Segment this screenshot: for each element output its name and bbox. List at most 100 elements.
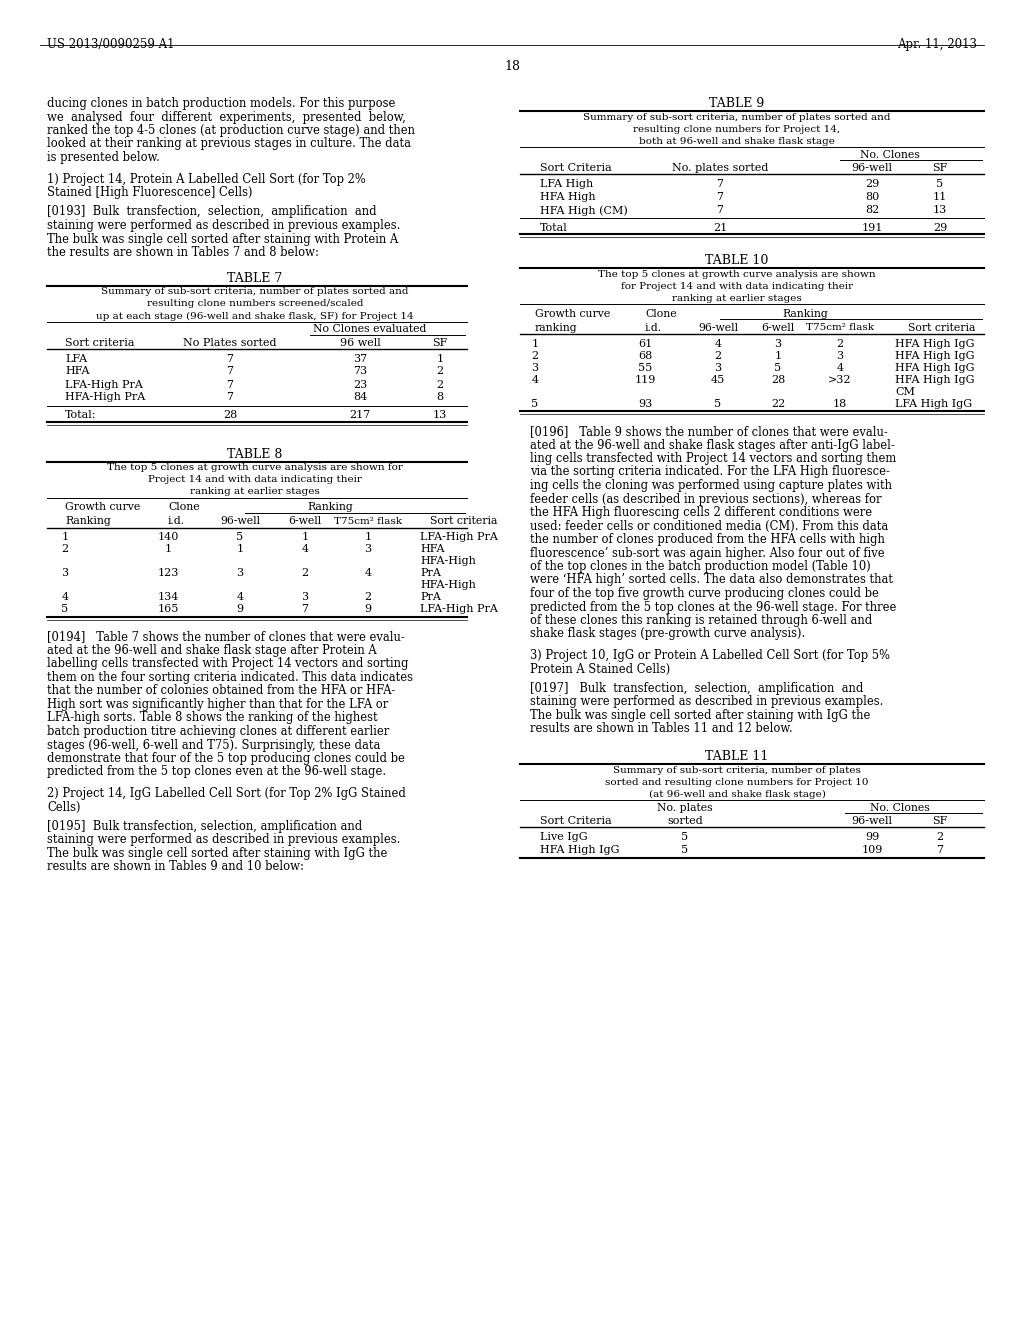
Text: 6-well: 6-well (762, 323, 795, 333)
Text: demonstrate that four of the 5 top producing clones could be: demonstrate that four of the 5 top produ… (47, 752, 404, 766)
Text: 7: 7 (226, 392, 233, 403)
Text: 2: 2 (936, 832, 943, 842)
Text: 1: 1 (165, 544, 172, 554)
Text: labelling cells transfected with Project 14 vectors and sorting: labelling cells transfected with Project… (47, 657, 409, 671)
Text: 7: 7 (717, 191, 724, 202)
Text: up at each stage (96-well and shake flask, SF) for Project 14: up at each stage (96-well and shake flas… (96, 312, 414, 321)
Text: 7: 7 (226, 354, 233, 363)
Text: 4: 4 (715, 339, 722, 348)
Text: 96-well: 96-well (852, 816, 893, 826)
Text: 165: 165 (158, 605, 178, 615)
Text: i.d.: i.d. (168, 516, 185, 527)
Text: ranking: ranking (535, 323, 578, 333)
Text: resulting clone numbers for Project 14,: resulting clone numbers for Project 14, (634, 125, 841, 135)
Text: Ranking: Ranking (65, 516, 111, 527)
Text: ranked the top 4-5 clones (at production curve stage) and then: ranked the top 4-5 clones (at production… (47, 124, 415, 137)
Text: 2: 2 (301, 569, 308, 578)
Text: stages (96-well, 6-well and T75). Surprisingly, these data: stages (96-well, 6-well and T75). Surpri… (47, 738, 380, 751)
Text: HFA High IgG: HFA High IgG (540, 845, 620, 855)
Text: 4: 4 (531, 375, 539, 385)
Text: 1: 1 (237, 544, 244, 554)
Text: 1) Project 14, Protein A Labelled Cell Sort (for Top 2%: 1) Project 14, Protein A Labelled Cell S… (47, 173, 366, 186)
Text: US 2013/0090259 A1: US 2013/0090259 A1 (47, 38, 174, 51)
Text: SF: SF (932, 162, 947, 173)
Text: 1: 1 (301, 532, 308, 543)
Text: 5: 5 (774, 363, 781, 374)
Text: Live IgG: Live IgG (540, 832, 588, 842)
Text: 3: 3 (237, 569, 244, 578)
Text: No. Clones: No. Clones (870, 803, 930, 813)
Text: (at 96-well and shake flask stage): (at 96-well and shake flask stage) (648, 789, 825, 799)
Text: 68: 68 (638, 351, 652, 360)
Text: 23: 23 (353, 380, 368, 389)
Text: 45: 45 (711, 375, 725, 385)
Text: HFA High IgG: HFA High IgG (895, 339, 975, 348)
Text: 18: 18 (504, 59, 520, 73)
Text: 3: 3 (531, 363, 539, 374)
Text: 7: 7 (301, 605, 308, 615)
Text: TABLE 8: TABLE 8 (227, 447, 283, 461)
Text: 4: 4 (237, 593, 244, 602)
Text: TABLE 7: TABLE 7 (227, 272, 283, 285)
Text: results are shown in Tables 11 and 12 below.: results are shown in Tables 11 and 12 be… (530, 722, 793, 735)
Text: 96-well: 96-well (852, 162, 893, 173)
Text: 9: 9 (237, 605, 244, 615)
Text: predicted from the 5 top clones even at the 96-well stage.: predicted from the 5 top clones even at … (47, 766, 386, 779)
Text: LFA-High PrA: LFA-High PrA (420, 605, 498, 615)
Text: looked at their ranking at previous stages in culture. The data: looked at their ranking at previous stag… (47, 137, 411, 150)
Text: Growth curve: Growth curve (535, 309, 610, 319)
Text: The bulk was single cell sorted after staining with IgG the: The bulk was single cell sorted after st… (47, 847, 387, 861)
Text: Clone: Clone (168, 503, 200, 512)
Text: >32: >32 (828, 375, 852, 385)
Text: HFA High: HFA High (540, 191, 596, 202)
Text: 2: 2 (531, 351, 539, 360)
Text: 5: 5 (715, 399, 722, 409)
Text: 109: 109 (861, 845, 883, 855)
Text: 73: 73 (353, 367, 367, 376)
Text: 7: 7 (226, 367, 233, 376)
Text: 5: 5 (61, 605, 69, 615)
Text: Ranking: Ranking (782, 309, 827, 319)
Text: 82: 82 (865, 205, 880, 215)
Text: SF: SF (932, 816, 947, 826)
Text: 5: 5 (237, 532, 244, 543)
Text: [0195]  Bulk transfection, selection, amplification and: [0195] Bulk transfection, selection, amp… (47, 820, 362, 833)
Text: 22: 22 (771, 399, 785, 409)
Text: Stained [High Fluorescence] Cells): Stained [High Fluorescence] Cells) (47, 186, 253, 199)
Text: Total: Total (540, 223, 567, 234)
Text: Sort criteria: Sort criteria (430, 516, 498, 527)
Text: [0193]  Bulk  transfection,  selection,  amplification  and: [0193] Bulk transfection, selection, amp… (47, 206, 377, 219)
Text: staining were performed as described in previous examples.: staining were performed as described in … (530, 696, 884, 709)
Text: sorted and resulting clone numbers for Project 10: sorted and resulting clone numbers for P… (605, 777, 868, 787)
Text: 7: 7 (717, 205, 724, 215)
Text: is presented below.: is presented below. (47, 150, 160, 164)
Text: 29: 29 (933, 223, 947, 234)
Text: T75cm² flask: T75cm² flask (334, 516, 402, 525)
Text: Sort criteria: Sort criteria (65, 338, 134, 347)
Text: Summary of sub-sort criteria, number of plates: Summary of sub-sort criteria, number of … (613, 766, 861, 775)
Text: shake flask stages (pre-growth curve analysis).: shake flask stages (pre-growth curve ana… (530, 627, 805, 640)
Text: Clone: Clone (645, 309, 677, 319)
Text: 4: 4 (365, 569, 372, 578)
Text: both at 96-well and shake flask stage: both at 96-well and shake flask stage (639, 137, 835, 147)
Text: 6-well: 6-well (289, 516, 322, 527)
Text: 8: 8 (436, 392, 443, 403)
Text: HFA: HFA (65, 367, 89, 376)
Text: No. plates: No. plates (657, 803, 713, 813)
Text: 5: 5 (936, 180, 943, 189)
Text: ated at the 96-well and shake flask stage after Protein A: ated at the 96-well and shake flask stag… (47, 644, 377, 657)
Text: 80: 80 (865, 191, 880, 202)
Text: 2: 2 (436, 380, 443, 389)
Text: 93: 93 (638, 399, 652, 409)
Text: Protein A Stained Cells): Protein A Stained Cells) (530, 663, 671, 676)
Text: 2: 2 (436, 367, 443, 376)
Text: 4: 4 (301, 544, 308, 554)
Text: LFA High: LFA High (540, 180, 593, 189)
Text: LFA-High PrA: LFA-High PrA (420, 532, 498, 543)
Text: TABLE 11: TABLE 11 (706, 750, 769, 763)
Text: 7: 7 (937, 845, 943, 855)
Text: the HFA High fluorescing cells 2 different conditions were: the HFA High fluorescing cells 2 differe… (530, 506, 872, 519)
Text: No. Clones: No. Clones (860, 150, 920, 160)
Text: [0196]   Table 9 shows the number of clones that were evalu-: [0196] Table 9 shows the number of clone… (530, 425, 888, 438)
Text: 5: 5 (681, 845, 688, 855)
